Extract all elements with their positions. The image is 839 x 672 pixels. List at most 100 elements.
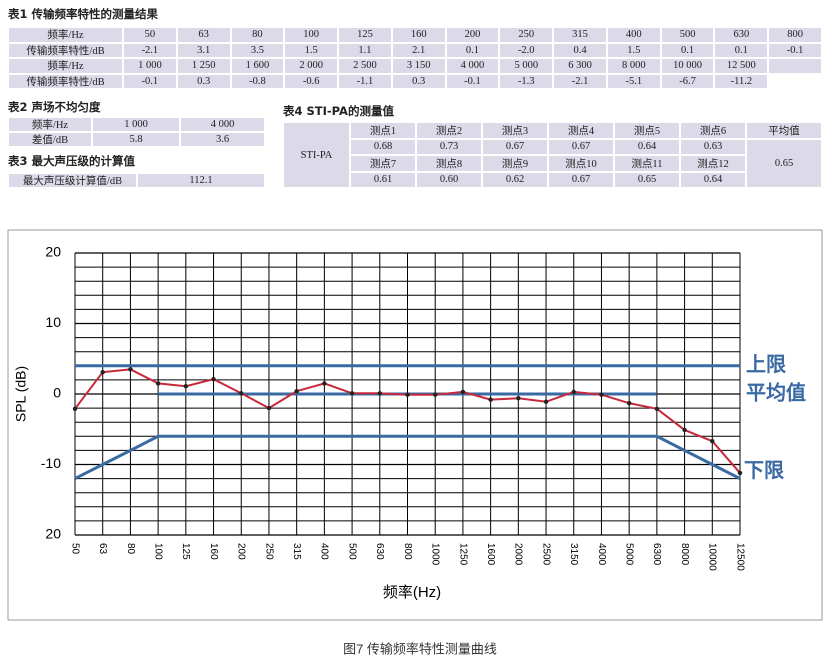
table-cell: -1.1 bbox=[338, 73, 392, 89]
table-cell: 1 600 bbox=[230, 58, 285, 74]
table-cell: 112.1 bbox=[137, 173, 265, 188]
table-cell: 63 bbox=[176, 27, 231, 43]
data-point bbox=[322, 381, 327, 386]
x-tick-label: 12500 bbox=[734, 543, 745, 571]
table-cell: -1.3 bbox=[499, 73, 554, 89]
table-cell: 200 bbox=[445, 27, 500, 43]
table-cell: 0.61 bbox=[350, 171, 416, 188]
table-cell: 2 000 bbox=[284, 58, 339, 74]
table-cell: 0.68 bbox=[350, 138, 416, 155]
table-cell: 0.64 bbox=[614, 138, 680, 155]
table-cell: 50 bbox=[123, 27, 177, 43]
table-cell: 2.1 bbox=[391, 42, 446, 58]
table-cell: 0.62 bbox=[482, 171, 548, 188]
data-point bbox=[266, 405, 272, 411]
data-point bbox=[654, 406, 660, 412]
table-cell: 500 bbox=[660, 27, 715, 43]
table-cell: 1 000 bbox=[123, 58, 177, 74]
table-cell: 频率/Hz bbox=[8, 117, 92, 132]
table-cell: -0.1 bbox=[445, 73, 500, 89]
x-tick-label: 200 bbox=[236, 543, 247, 560]
data-point bbox=[239, 391, 244, 396]
table-title: 表1 传输频率特性的测量结果 bbox=[8, 7, 159, 21]
line-label: 下限 bbox=[744, 459, 784, 482]
table-cell: 3 150 bbox=[391, 58, 446, 74]
data-point bbox=[737, 470, 743, 476]
table-cell: 0.1 bbox=[660, 42, 715, 58]
data-point bbox=[460, 389, 466, 395]
table-cell: 0.3 bbox=[176, 73, 231, 89]
data-point bbox=[571, 389, 576, 395]
caption: 图7 传输频率特性测量曲线 bbox=[343, 641, 497, 656]
table-cell: -2.1 bbox=[123, 42, 177, 58]
x-tick-label: 10000 bbox=[707, 543, 718, 571]
table-cell: 0.73 bbox=[416, 138, 482, 155]
line-label: 上限 bbox=[746, 353, 786, 376]
x-tick-label: 63 bbox=[97, 543, 108, 555]
table-cell: 0.1 bbox=[445, 42, 500, 58]
x-tick-label: 1600 bbox=[485, 543, 496, 566]
y-tick-label: 20 bbox=[45, 244, 61, 260]
x-tick-label: 250 bbox=[263, 543, 274, 560]
y-tick-label: 10 bbox=[45, 314, 61, 330]
data-point bbox=[710, 439, 715, 444]
data-point bbox=[433, 392, 438, 397]
data-point bbox=[72, 406, 78, 412]
table-cell: 2 500 bbox=[338, 58, 392, 74]
table-cell: -11.2 bbox=[714, 73, 769, 89]
table-cell: 测点1 bbox=[350, 122, 416, 139]
table-title: 表2 声场不均匀度 bbox=[8, 100, 101, 114]
x-tick-label: 500 bbox=[346, 543, 357, 560]
table-cell: 80 bbox=[230, 27, 285, 43]
limit-line bbox=[74, 434, 741, 480]
x-tick-label: 1000 bbox=[430, 543, 441, 566]
table-cell: 频率/Hz bbox=[8, 58, 123, 74]
x-tick-label: 50 bbox=[69, 543, 80, 555]
table-cell: 0.3 bbox=[391, 73, 446, 89]
y-tick-label: -10 bbox=[41, 455, 61, 471]
table-cell: 5.8 bbox=[92, 132, 180, 147]
table-cell: 0.67 bbox=[548, 171, 614, 188]
table-cell: 1.5 bbox=[284, 42, 339, 58]
table-cell: -0.1 bbox=[123, 73, 177, 89]
table-cell: 测点3 bbox=[482, 122, 548, 139]
x-tick-label: 6300 bbox=[651, 543, 662, 566]
table-cell: 测点12 bbox=[680, 155, 746, 172]
data-point bbox=[128, 367, 133, 372]
column-header: 平均值 bbox=[746, 122, 822, 139]
table-cell: 160 bbox=[391, 27, 446, 43]
table-cell: -2.0 bbox=[499, 42, 554, 58]
data-point bbox=[405, 392, 410, 397]
table-cell: -0.1 bbox=[768, 42, 822, 58]
table-cell: 测点8 bbox=[416, 155, 482, 172]
x-tick-label: 160 bbox=[208, 543, 219, 560]
x-tick-label: 8000 bbox=[679, 543, 690, 566]
data-point bbox=[599, 392, 604, 397]
table-title: 表3 最大声压级的计算值 bbox=[8, 154, 136, 168]
data-point bbox=[682, 427, 687, 433]
y-tick-label: 20 bbox=[45, 526, 61, 542]
data-point bbox=[294, 388, 299, 394]
data-point bbox=[100, 369, 105, 375]
x-tick-label: 80 bbox=[125, 543, 136, 555]
data-point bbox=[183, 384, 189, 389]
data-point bbox=[543, 399, 549, 404]
table-cell: 测点5 bbox=[614, 122, 680, 139]
table-cell: -0.8 bbox=[230, 73, 285, 89]
table-cell: 测点6 bbox=[680, 122, 746, 139]
table-cell: 10 000 bbox=[660, 58, 715, 74]
table-cell: 1.1 bbox=[338, 42, 392, 58]
table-cell: 0.60 bbox=[416, 171, 482, 188]
table-cell: 1.5 bbox=[606, 42, 661, 58]
table-cell: -2.1 bbox=[553, 73, 607, 89]
table-cell: 传输频率特性/dB bbox=[8, 42, 123, 58]
table-cell: 5 000 bbox=[499, 58, 554, 74]
line-label: 平均值 bbox=[746, 380, 806, 404]
table-cell: 250 bbox=[499, 27, 554, 43]
table-cell: 3.6 bbox=[180, 132, 265, 147]
x-tick-label: 800 bbox=[402, 543, 413, 560]
table-cell: 1 250 bbox=[176, 58, 231, 74]
x-tick-label: 400 bbox=[319, 543, 330, 560]
table-cell: 125 bbox=[338, 27, 392, 43]
